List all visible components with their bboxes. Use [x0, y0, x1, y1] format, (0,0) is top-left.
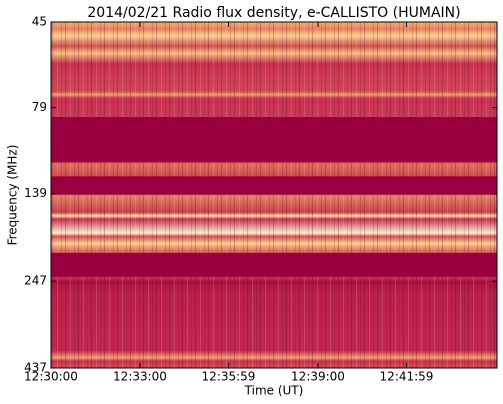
low-signal-band [51, 116, 497, 163]
x-tick-label: 12:30:00 [24, 370, 78, 384]
plot-frame [50, 21, 498, 369]
x-axis-label: Time (UT) [244, 384, 304, 398]
low-signal-band [51, 176, 497, 195]
x-tick-label: 12:35:59 [202, 370, 256, 384]
y-tick-label: 45 [32, 15, 47, 29]
y-axis-label: Frequency (MHz) [6, 145, 20, 246]
chart-title: 2014/02/21 Radio flux density, e-CALLIST… [87, 5, 460, 21]
y-tick-label: 437 [24, 361, 47, 375]
spectrogram-texture [51, 22, 497, 368]
y-tick-label: 139 [24, 186, 47, 200]
x-tick-label: 12:41:59 [380, 370, 434, 384]
x-tick-label: 12:39:00 [291, 370, 345, 384]
x-tick-label: 12:33:00 [113, 370, 167, 384]
y-tick-label: 79 [32, 100, 47, 114]
y-tick-label: 247 [24, 274, 47, 288]
low-signal-band [51, 252, 497, 277]
